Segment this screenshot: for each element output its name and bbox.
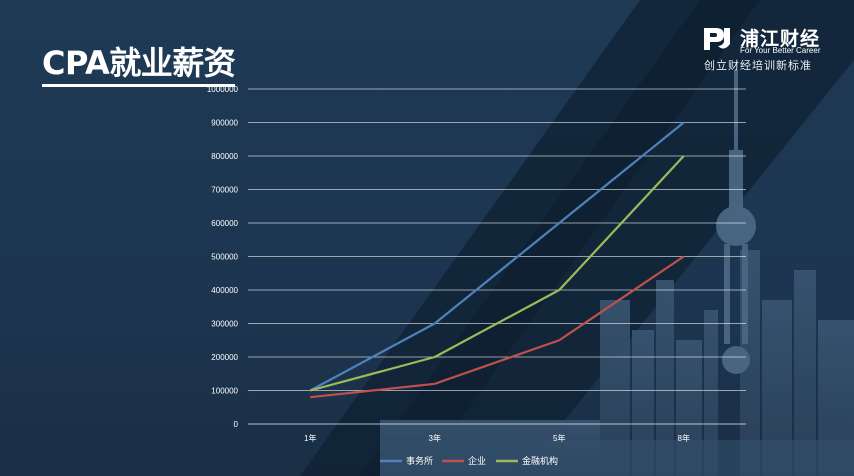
series-line: [309, 121, 685, 392]
x-tick-label: 1年: [304, 433, 316, 443]
y-tick-label: 200000: [211, 353, 238, 362]
x-tick-label: 8年: [678, 433, 690, 443]
legend-label: 企业: [468, 455, 486, 466]
brand-name: 浦江财经: [740, 28, 821, 50]
y-tick-label: 800000: [211, 152, 238, 161]
y-tick-label: 300000: [211, 320, 238, 329]
legend-label: 事务所: [406, 455, 433, 466]
y-tick-label: 900000: [211, 119, 238, 128]
x-tick-label: 3年: [429, 433, 441, 443]
y-tick-label: 500000: [211, 253, 238, 262]
y-tick-label: 600000: [211, 219, 238, 228]
x-tick-label: 5年: [553, 433, 565, 443]
y-tick-label: 700000: [211, 186, 238, 195]
brand-slogan: For Your Better Career: [740, 46, 821, 55]
series-line: [310, 255, 685, 399]
y-tick-label: 400000: [211, 286, 238, 295]
slide-title: CPA就业薪资: [42, 44, 236, 87]
legend-label: 金融机构: [522, 455, 558, 466]
y-tick-label: 1000000: [207, 85, 239, 94]
series-line: [309, 155, 685, 392]
pj-logo-icon: [704, 28, 730, 50]
y-tick-label: 0: [234, 420, 239, 429]
y-tick-label: 100000: [211, 387, 238, 396]
brand-tagline: 创立财经培训新标准: [704, 59, 812, 72]
brand-logo: 浦江财经 For Your Better Career 创立财经培训新标准: [702, 22, 832, 72]
